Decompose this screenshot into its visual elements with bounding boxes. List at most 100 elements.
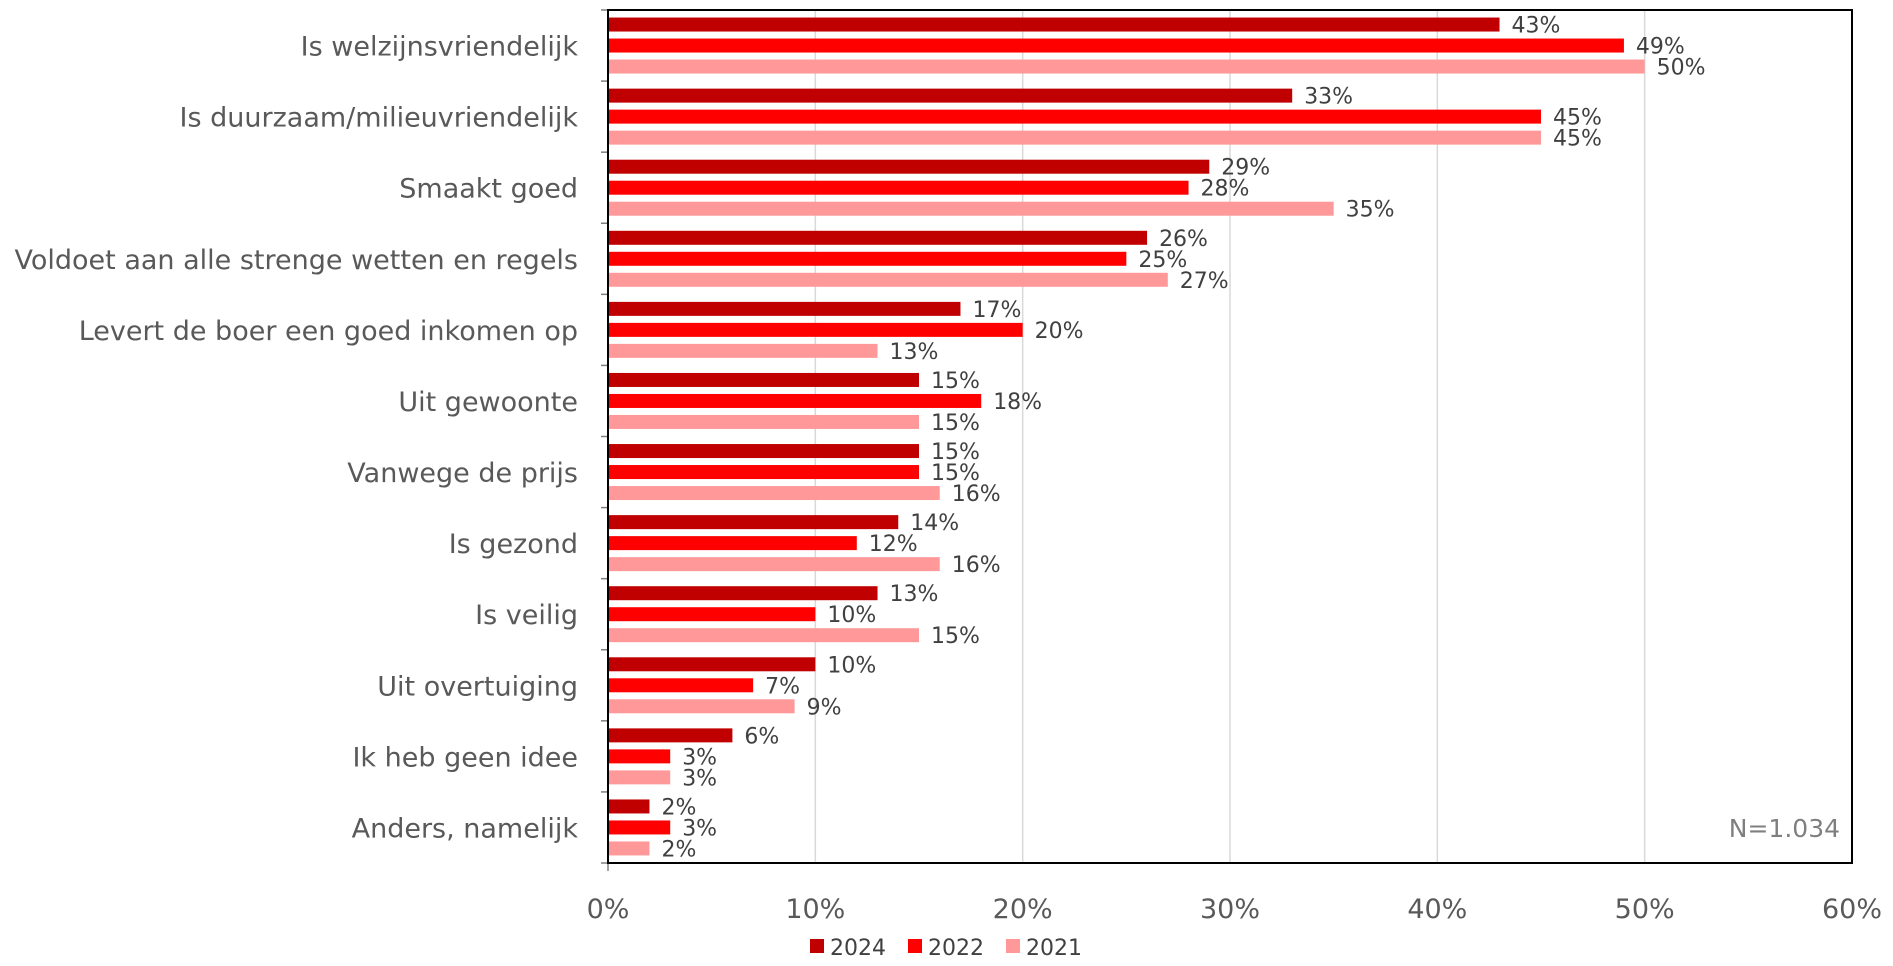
bar-2024 xyxy=(608,586,878,601)
gridlines xyxy=(814,10,1646,863)
bar-2021 xyxy=(608,201,1334,216)
category-label: Anders, namelijk xyxy=(352,813,579,844)
data-label-2021: 2% xyxy=(661,837,696,862)
data-label-2024: 10% xyxy=(827,653,876,678)
data-label-2022: 15% xyxy=(931,461,980,486)
category-labels: Is welzijnsvriendelijk Is duurzaam/milieu… xyxy=(15,32,579,845)
x-tick-label: 20% xyxy=(993,894,1053,925)
data-label-2021: 35% xyxy=(1346,198,1395,223)
data-label-2022: 49% xyxy=(1636,35,1685,60)
bar-2021 xyxy=(608,130,1541,145)
data-label-2021: 16% xyxy=(952,482,1001,507)
data-label-2024: 43% xyxy=(1512,14,1561,39)
bar-2021 xyxy=(608,770,671,785)
bars xyxy=(608,17,1645,856)
category-label: Ik heb geen idee xyxy=(352,742,578,773)
data-label-2022: 25% xyxy=(1138,248,1187,273)
legend-label-2022: 2022 xyxy=(928,936,984,961)
data-label-2024: 26% xyxy=(1159,227,1208,252)
bar-2021 xyxy=(608,343,878,358)
bar-2024 xyxy=(608,230,1148,245)
bar-2022 xyxy=(608,322,1023,337)
bar-2024 xyxy=(608,301,961,316)
data-label-2021: 50% xyxy=(1657,56,1706,81)
data-label-2024: 6% xyxy=(744,724,779,749)
data-label-2024: 15% xyxy=(931,369,980,394)
legend-swatch-2024 xyxy=(810,939,824,953)
plot-area-border xyxy=(607,9,1853,864)
bar-2021 xyxy=(608,628,919,643)
bar-2024 xyxy=(608,17,1500,32)
bar-2021 xyxy=(608,414,919,429)
bar-2021 xyxy=(608,699,795,714)
data-label-2021: 45% xyxy=(1553,127,1602,152)
data-label-2022: 18% xyxy=(993,390,1042,415)
bar-2022 xyxy=(608,393,982,408)
category-label: Is duurzaam/milieuvriendelijk xyxy=(180,103,579,134)
data-label-2024: 33% xyxy=(1304,85,1353,110)
bar-2024 xyxy=(608,372,919,387)
category-label: Smaakt goed xyxy=(399,174,578,205)
bar-2024 xyxy=(608,728,733,743)
bar-2022 xyxy=(608,536,857,551)
data-label-2022: 7% xyxy=(765,674,800,699)
bar-2022 xyxy=(608,465,919,480)
data-label-2024: 14% xyxy=(910,511,959,536)
bar-2024 xyxy=(608,799,650,814)
category-label: Is veilig xyxy=(475,600,578,631)
category-label: Is gezond xyxy=(449,529,578,560)
category-label: Is welzijnsvriendelijk xyxy=(301,32,579,63)
bar-2022 xyxy=(608,749,671,764)
data-label-2022: 12% xyxy=(869,532,918,557)
data-label-2021: 3% xyxy=(682,766,717,791)
data-label-2024: 13% xyxy=(890,582,939,607)
category-label: Vanwege de prijs xyxy=(347,458,578,489)
data-label-2022: 45% xyxy=(1553,106,1602,131)
bar-2024 xyxy=(608,515,899,530)
data-label-2024: 15% xyxy=(931,440,980,465)
bar-2022 xyxy=(608,678,754,693)
x-tick-label: 10% xyxy=(785,894,845,925)
bar-2024 xyxy=(608,444,919,459)
bar-2022 xyxy=(608,38,1624,53)
bar-2022 xyxy=(608,251,1127,266)
x-tick-label: 40% xyxy=(1407,894,1467,925)
bar-2024 xyxy=(608,88,1293,103)
bar-2022 xyxy=(608,820,671,835)
data-label-2021: 15% xyxy=(931,624,980,649)
data-label-2024: 17% xyxy=(972,298,1021,323)
data-label-2021: 15% xyxy=(931,411,980,436)
x-tick-label: 50% xyxy=(1615,894,1675,925)
legend: 2024 2022 2021 xyxy=(810,936,1082,961)
data-label-2022: 3% xyxy=(682,745,717,770)
sample-size-note: N=1.034 xyxy=(1729,814,1840,843)
bar-2024 xyxy=(608,159,1210,174)
legend-label-2021: 2021 xyxy=(1026,936,1082,961)
x-tick-label: 30% xyxy=(1200,894,1260,925)
data-label-2021: 9% xyxy=(807,695,842,720)
data-labels: 43% 49%50% 33% 45%45% 29%28% 35% 26%25%27% 17% 2… xyxy=(661,14,1705,863)
bar-2021 xyxy=(608,841,650,856)
legend-swatch-2022 xyxy=(908,939,922,953)
x-tick-label: 60% xyxy=(1822,894,1882,925)
data-label-2022: 28% xyxy=(1201,177,1250,202)
category-label: Uit gewoonte xyxy=(398,387,578,418)
x-tick-label: 0% xyxy=(587,894,630,925)
data-label-2021: 16% xyxy=(952,553,1001,578)
bar-2021 xyxy=(608,486,940,501)
bar-2021 xyxy=(608,59,1645,74)
tick-labels: 0% 10% 20% 30% 40% 50% 60% xyxy=(587,894,1882,925)
data-label-2024: 2% xyxy=(661,795,696,820)
data-label-2021: 13% xyxy=(890,340,939,365)
legend-label-2024: 2024 xyxy=(830,936,886,961)
data-label-2021: 27% xyxy=(1180,269,1229,294)
bar-2022 xyxy=(608,180,1189,195)
bar-2022 xyxy=(608,109,1541,124)
category-label: Levert de boer een goed inkomen op xyxy=(79,316,578,347)
data-label-2022: 10% xyxy=(827,603,876,628)
category-label: Uit overtuiging xyxy=(377,671,578,702)
data-label-2024: 29% xyxy=(1221,156,1270,181)
category-label: Voldoet aan alle strenge wetten en regel… xyxy=(15,245,579,276)
data-label-2022: 3% xyxy=(682,816,717,841)
